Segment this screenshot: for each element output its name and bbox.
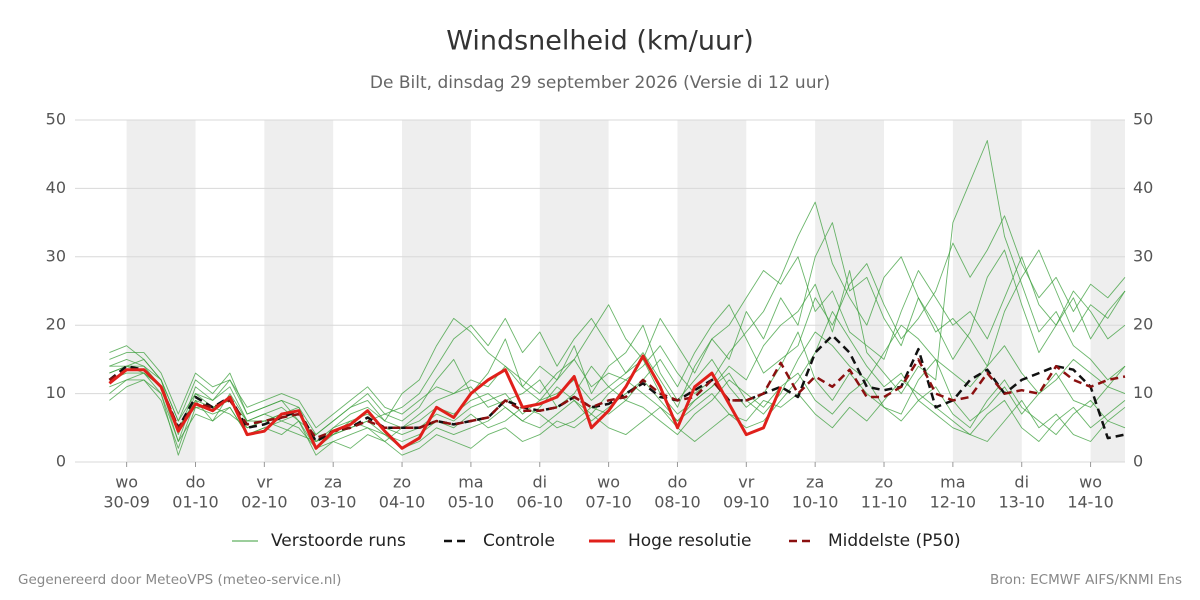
- x-tick-label: di: [532, 473, 547, 492]
- day-shade: [402, 120, 471, 462]
- y2-tick-label: 30: [1133, 246, 1153, 265]
- x-tick-label: wo: [1079, 473, 1102, 492]
- y-tick-label: 30: [46, 246, 66, 265]
- x-tick-date: 05-10: [448, 493, 495, 512]
- y-tick-label: 40: [46, 178, 66, 197]
- y2-tick-label: 20: [1133, 315, 1153, 334]
- x-tick-label: do: [667, 473, 687, 492]
- y2-tick-label: 40: [1133, 178, 1153, 197]
- x-tick-date: 12-10: [930, 493, 977, 512]
- x-tick-date: 01-10: [172, 493, 219, 512]
- footer-right: Bron: ECMWF AIFS/KNMI Ens: [990, 572, 1182, 588]
- y2-tick-label: 50: [1133, 110, 1153, 129]
- day-shade: [539, 120, 609, 462]
- x-tick-label: ma: [458, 473, 483, 492]
- x-tick-label: do: [186, 473, 206, 492]
- legend-label: Hoge resolutie: [628, 531, 752, 551]
- day-shade: [952, 120, 1022, 462]
- x-tick-date: 03-10: [310, 493, 357, 512]
- x-tick-label: zo: [875, 473, 893, 492]
- x-tick-date: 04-10: [379, 493, 426, 512]
- x-tick-label: wo: [597, 473, 620, 492]
- x-tick-date: 10-10: [792, 493, 839, 512]
- footer-left: Gegenereerd door MeteoVPS (meteo-service…: [18, 572, 341, 588]
- ensemble-line: [109, 201, 1126, 429]
- x-tick-label: ma: [940, 473, 965, 492]
- y2-tick-label: 10: [1133, 383, 1153, 402]
- x-tick-date: 08-10: [654, 493, 701, 512]
- day-shade: [677, 120, 747, 462]
- ensemble-line: [109, 379, 1126, 456]
- x-tick-label: di: [1014, 473, 1029, 492]
- day-shade: [1090, 120, 1125, 462]
- legend-label: Verstoorde runs: [271, 531, 406, 551]
- day-shade: [126, 120, 196, 462]
- y-tick-label: 10: [46, 383, 66, 402]
- x-tick-label: za: [324, 473, 342, 492]
- chart-title: Windsnelheid (km/uur): [446, 26, 754, 57]
- y-tick-label: 50: [46, 110, 66, 129]
- x-tick-label: za: [806, 473, 824, 492]
- x-tick-date: 06-10: [517, 493, 564, 512]
- y-tick-label: 0: [56, 452, 66, 471]
- x-tick-date: 13-10: [998, 493, 1045, 512]
- x-tick-label: vr: [738, 473, 754, 492]
- x-tick-date: 14-10: [1067, 493, 1114, 512]
- x-tick-date: 30-09: [103, 493, 150, 512]
- series-line: [108, 354, 783, 450]
- x-tick-label: vr: [256, 473, 272, 492]
- x-tick-label: zo: [393, 473, 411, 492]
- ensemble-line: [109, 215, 1126, 456]
- x-tick-date: 11-10: [861, 493, 908, 512]
- x-tick-date: 07-10: [585, 493, 632, 512]
- chart-subtitle: De Bilt, dinsdag 29 september 2026 (Vers…: [370, 73, 830, 93]
- y2-tick-label: 0: [1133, 452, 1143, 471]
- ensemble-line: [109, 222, 1126, 436]
- x-tick-label: wo: [115, 473, 138, 492]
- x-tick-date: 02-10: [241, 493, 288, 512]
- x-tick-date: 09-10: [723, 493, 770, 512]
- ensemble-line: [109, 372, 1126, 442]
- y-tick-label: 20: [46, 315, 66, 334]
- legend-label: Middelste (P50): [828, 531, 961, 551]
- day-shade: [264, 120, 334, 462]
- legend-label: Controle: [483, 531, 555, 551]
